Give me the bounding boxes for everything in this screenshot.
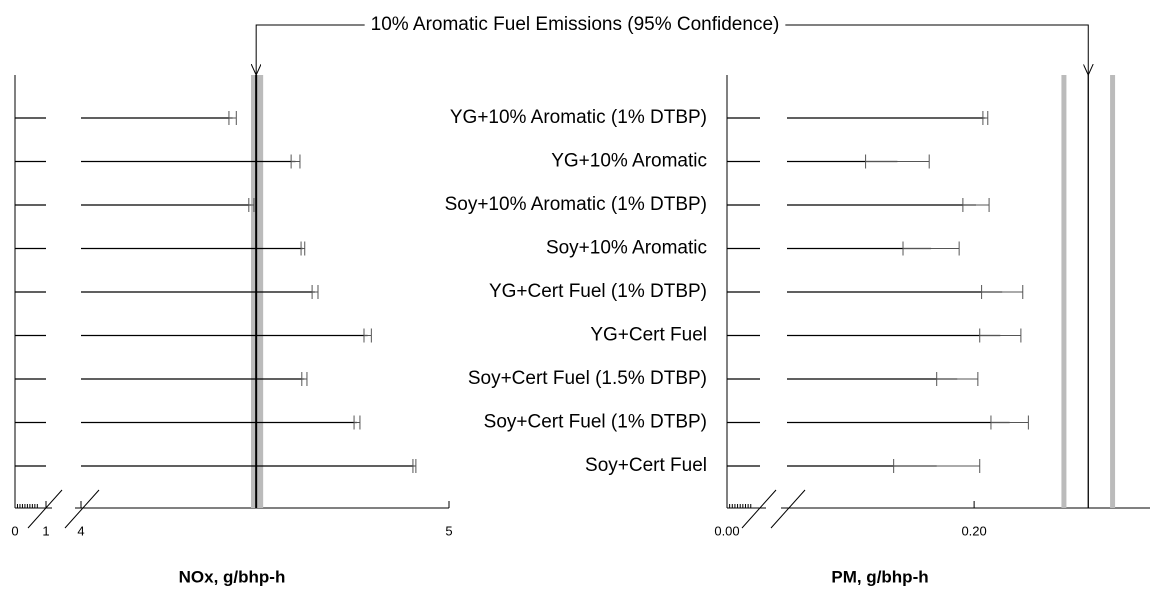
error-bar xyxy=(865,154,930,169)
x-tick-label: 0.00 xyxy=(714,523,739,538)
error-bar xyxy=(301,372,308,386)
x-axis-title: NOx, g/bhp-h xyxy=(179,567,286,586)
error-bar xyxy=(363,328,372,343)
x-tick-label: 0 xyxy=(11,523,18,538)
category-label: Soy+Cert Fuel (1.5% DTBP) xyxy=(468,368,707,389)
axis-break xyxy=(741,489,777,529)
category-label: Soy+10% Aromatic xyxy=(546,238,707,259)
error-bar xyxy=(893,459,981,473)
category-label: YG+10% Aromatic (1% DTBP) xyxy=(450,107,707,128)
error-bar xyxy=(902,241,960,256)
error-bar xyxy=(936,372,979,386)
x-tick-label: 5 xyxy=(445,523,452,538)
axis-break xyxy=(770,489,806,529)
error-bar xyxy=(979,328,1022,343)
category-label: Soy+Cert Fuel (1% DTBP) xyxy=(484,412,707,433)
x-tick-label: 4 xyxy=(77,523,84,538)
category-label: YG+Cert Fuel (1% DTBP) xyxy=(489,281,707,302)
error-bar xyxy=(981,285,1024,299)
category-label: YG+10% Aromatic xyxy=(551,151,707,172)
annotation-arrow xyxy=(785,24,1088,75)
error-bar xyxy=(248,198,255,212)
annotation-arrow xyxy=(256,24,365,75)
error-bar xyxy=(982,111,989,125)
error-bar xyxy=(300,241,306,256)
error-bar xyxy=(412,459,417,473)
error-bar xyxy=(228,111,237,125)
axis-break xyxy=(64,489,100,529)
x-axis-title: PM, g/bhp-h xyxy=(831,567,928,586)
axis-break xyxy=(27,489,63,529)
error-bar xyxy=(990,415,1029,430)
x-tick-label: 0.20 xyxy=(961,523,986,538)
x-tick-label: 1 xyxy=(42,523,49,538)
category-label: Soy+10% Aromatic (1% DTBP) xyxy=(445,194,707,215)
category-label: YG+Cert Fuel xyxy=(590,325,707,346)
annotation: 10% Aromatic Fuel Emissions (95% Confide… xyxy=(371,14,780,35)
error-bar xyxy=(290,154,301,169)
category-label: Soy+Cert Fuel xyxy=(585,455,707,476)
error-bar xyxy=(353,415,361,430)
error-bar xyxy=(962,198,990,212)
error-bar xyxy=(311,285,319,299)
